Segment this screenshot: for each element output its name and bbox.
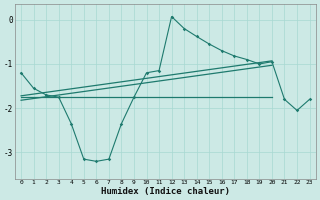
- X-axis label: Humidex (Indice chaleur): Humidex (Indice chaleur): [101, 187, 230, 196]
